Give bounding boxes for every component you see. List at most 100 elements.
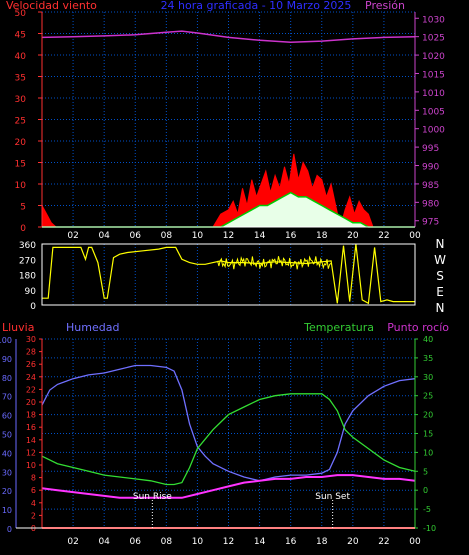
compass-label: N (436, 301, 445, 315)
y-tick-label: 15 (15, 160, 26, 170)
x-tick-label: 16 (285, 537, 297, 547)
wind-direction-variability (217, 255, 332, 270)
x-tick-label: 06 (130, 537, 142, 547)
rain-tick-label: 18 (26, 411, 36, 420)
humidity-tick-label: 70 (2, 393, 12, 402)
rain-tick-label: 2 (31, 511, 36, 520)
humidity-tick-label: 10 (2, 506, 12, 515)
rain-tick-label: 4 (31, 499, 36, 508)
humidity-tick-label: 60 (2, 412, 12, 421)
humidity-temperature-panel: Lluvia Humedad Temperatura Punto rocío S… (0, 321, 449, 547)
direction-tick-label: 90 (25, 287, 37, 297)
temperature-line (41, 393, 416, 486)
humidity-tick-label: 90 (2, 355, 12, 364)
x-tick-label: 08 (161, 231, 173, 241)
x-tick-label: 16 (285, 231, 297, 241)
temperature-tick-label: 30 (423, 373, 433, 382)
x-tick-label: 08 (161, 537, 173, 547)
x-tick-label: 22 (378, 231, 389, 241)
humidity-tick-label: 40 (2, 449, 12, 458)
wind-direction-line (42, 243, 415, 305)
humidity-label: Humedad (66, 321, 119, 334)
rain-tick-label: 20 (26, 398, 36, 407)
x-tick-label: 18 (316, 537, 328, 547)
y2-tick-label: 1005 (422, 107, 445, 117)
wind-average-line (42, 191, 415, 228)
rain-tick-label: 8 (31, 474, 36, 483)
y-tick-label: 25 (15, 117, 26, 127)
rain-tick-label: 30 (26, 335, 36, 344)
humidity-tick-label: 20 (2, 487, 12, 496)
temperature-tick-label: 15 (423, 430, 433, 439)
x-tick-label: 02 (67, 537, 78, 547)
y-tick-label: 20 (15, 138, 27, 148)
y-tick-label: 40 (15, 52, 27, 62)
x-tick-label: 22 (378, 537, 389, 547)
x-tick-label: 12 (223, 537, 234, 547)
chart-title: 24 hora graficada - 10 Marzo 2025 (161, 0, 352, 12)
y-tick-label: 30 (15, 95, 27, 105)
x-tick-label: 20 (347, 231, 359, 241)
wind-speed-label: Velocidad viento (6, 0, 97, 12)
humidity-tick-label: 80 (2, 374, 12, 383)
temperature-tick-label: -5 (423, 505, 431, 514)
rain-tick-label: 26 (26, 360, 36, 369)
rain-tick-label: 14 (26, 436, 36, 445)
x-tick-label: 20 (347, 537, 359, 547)
wind-average-area (42, 192, 415, 227)
temperature-tick-label: -10 (423, 524, 436, 533)
temperature-tick-label: 20 (423, 411, 433, 420)
wind-pressure-panel: Velocidad viento 24 hora graficada - 10 … (6, 0, 445, 241)
y2-tick-label: 1015 (422, 70, 445, 80)
x-tick-label: 12 (223, 231, 234, 241)
y-tick-label: 50 (15, 9, 27, 19)
compass-label: S (436, 269, 444, 283)
pressure-label: Presión (365, 0, 405, 12)
x-tick-label: 00 (409, 537, 421, 547)
rain-label: Lluvia (2, 321, 34, 334)
y-tick-label: 0 (20, 224, 26, 234)
x-tick-label: 10 (192, 537, 204, 547)
dewpoint-label: Punto rocío (387, 321, 449, 334)
x-tick-label: 10 (192, 231, 204, 241)
direction-tick-label: 0 (30, 302, 36, 312)
compass-label: N (436, 237, 445, 251)
humidity-tick-label: 0 (7, 525, 12, 534)
rain-tick-label: 22 (26, 385, 36, 394)
x-tick-label: 14 (254, 231, 266, 241)
temperature-tick-label: 5 (423, 467, 428, 476)
direction-frame (41, 243, 416, 306)
temperature-tick-label: 40 (423, 335, 433, 344)
direction-tick-label: 360 (19, 241, 36, 251)
y2-tick-label: 1030 (422, 15, 445, 25)
rain-tick-label: 12 (26, 448, 36, 457)
humidity-tick-label: 30 (2, 468, 12, 477)
x-tick-label: 04 (98, 537, 110, 547)
dewpoint-line (41, 474, 416, 499)
temperature-tick-label: 35 (423, 354, 433, 363)
y2-tick-label: 1025 (422, 34, 445, 44)
y2-tick-label: 1020 (422, 52, 445, 62)
x-tick-label: 06 (130, 231, 142, 241)
pressure-line (41, 30, 416, 43)
x-tick-label: 18 (316, 231, 328, 241)
y2-tick-label: 1010 (422, 89, 445, 99)
direction-tick-label: 270 (19, 256, 36, 266)
x-tick-label: 14 (254, 537, 266, 547)
y-tick-label: 10 (15, 181, 27, 191)
x-tick-label: 04 (98, 231, 110, 241)
temperature-tick-label: 10 (423, 448, 433, 457)
rain-tick-label: 6 (31, 486, 36, 495)
y-tick-label: 35 (15, 74, 26, 84)
x-tick-label: 00 (409, 231, 421, 241)
temperature-label: Temperatura (303, 321, 374, 334)
direction-tick-label: 180 (19, 272, 36, 282)
y2-tick-label: 1000 (422, 126, 445, 136)
rain-tick-label: 16 (26, 423, 36, 432)
rain-tick-label: 24 (26, 373, 36, 382)
y2-tick-label: 975 (422, 218, 439, 228)
temperature-tick-label: 25 (423, 392, 433, 401)
humidity-line (41, 364, 416, 482)
temperature-tick-label: 0 (423, 486, 428, 495)
